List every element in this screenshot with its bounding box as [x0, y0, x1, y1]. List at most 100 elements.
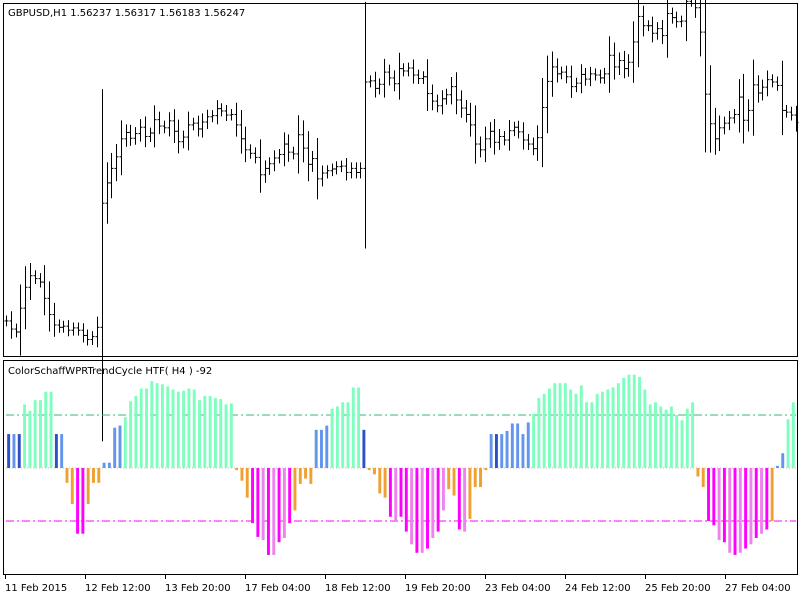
histogram-bar [754, 468, 758, 538]
price-bar [727, 110, 732, 131]
histogram-bar [65, 468, 69, 483]
price-bar [569, 65, 574, 98]
histogram-bar [590, 402, 594, 468]
price-bar [334, 161, 339, 175]
price-bar [473, 105, 478, 164]
histogram-bar [415, 468, 419, 553]
price-bar [401, 63, 406, 77]
price-bar [52, 302, 57, 337]
histogram-bar [595, 393, 599, 468]
price-bar [143, 116, 148, 148]
histogram-bar [192, 389, 196, 468]
price-bar [382, 58, 387, 98]
histogram-bar [669, 406, 673, 468]
histogram-bar [479, 468, 482, 488]
histogram-bar [601, 391, 604, 468]
price-bar [416, 69, 421, 84]
histogram-bar [579, 385, 583, 468]
histogram-bar [558, 383, 562, 468]
histogram-bar [786, 419, 790, 468]
price-bar [780, 60, 785, 136]
histogram-bar [775, 465, 779, 468]
histogram-bar [420, 468, 424, 553]
price-bar [746, 99, 751, 132]
price-bar [660, 20, 665, 45]
price-bar [344, 158, 349, 181]
price-bar [301, 120, 306, 163]
histogram-bar [277, 468, 281, 543]
price-bar [588, 66, 593, 87]
histogram-bar [235, 468, 239, 471]
histogram-bar [362, 429, 366, 468]
price-bar [737, 79, 742, 133]
histogram-bar [516, 423, 520, 468]
price-bar [210, 110, 215, 123]
price-bar [234, 102, 239, 137]
histogram-bar [712, 468, 716, 526]
price-bar [253, 147, 258, 164]
histogram-bar [489, 434, 493, 468]
price-bar [430, 84, 435, 111]
histogram-bar [585, 402, 589, 468]
histogram-bar [272, 468, 276, 555]
histogram-bar [23, 404, 27, 468]
histogram-bar [537, 398, 541, 468]
histogram-bar [622, 377, 626, 468]
price-bar [349, 162, 354, 179]
price-bar [205, 109, 210, 130]
price-bar [191, 117, 196, 131]
price-bar [579, 64, 584, 94]
price-bar [148, 127, 153, 142]
price-bar [42, 265, 47, 316]
price-bar [291, 146, 296, 160]
price-bar [66, 320, 71, 337]
price-bar [339, 160, 344, 173]
price-bar [598, 69, 603, 84]
price-bar [531, 137, 536, 156]
histogram-bar [346, 402, 350, 468]
price-bar [703, 0, 708, 153]
price-bar [133, 127, 138, 145]
histogram-bar [722, 468, 726, 543]
price-bar [607, 36, 612, 93]
price-bar [71, 322, 76, 336]
histogram-bar [33, 400, 37, 468]
time-tick-label: 12 Feb 12:00 [85, 583, 151, 594]
price-bar [363, 1, 368, 249]
histogram-bar [213, 398, 217, 468]
histogram-bar [399, 468, 403, 517]
price-bar [377, 78, 382, 95]
histogram-bar [643, 389, 647, 468]
price-bar [138, 119, 143, 142]
histogram-bar [219, 399, 223, 468]
price-bar [411, 59, 416, 84]
price-bar [229, 109, 234, 121]
histogram-bar [309, 468, 313, 484]
histogram-bar [240, 468, 244, 481]
price-bar [181, 130, 186, 149]
histogram-bar [171, 389, 175, 468]
price-bar [33, 270, 38, 285]
histogram-bar [563, 383, 567, 468]
price-bar [684, 0, 689, 42]
histogram-bar [675, 415, 679, 468]
histogram-bar [484, 468, 488, 471]
price-bar [258, 139, 263, 193]
price-bar [272, 150, 277, 172]
price-bar [310, 151, 315, 172]
time-tick-label: 25 Feb 20:00 [645, 583, 711, 594]
histogram-bar [701, 468, 705, 488]
time-tick-label: 23 Feb 04:00 [485, 583, 551, 594]
histogram-bar [123, 417, 127, 468]
price-bar [655, 22, 660, 40]
histogram-bar [44, 391, 48, 468]
price-bar [679, 15, 684, 28]
indicator-histogram [7, 374, 795, 555]
price-bar [354, 162, 359, 179]
price-bar [550, 51, 555, 97]
histogram-bar [574, 393, 578, 468]
price-bar [574, 77, 579, 93]
price-bar [631, 21, 636, 83]
histogram-bar [738, 468, 742, 553]
